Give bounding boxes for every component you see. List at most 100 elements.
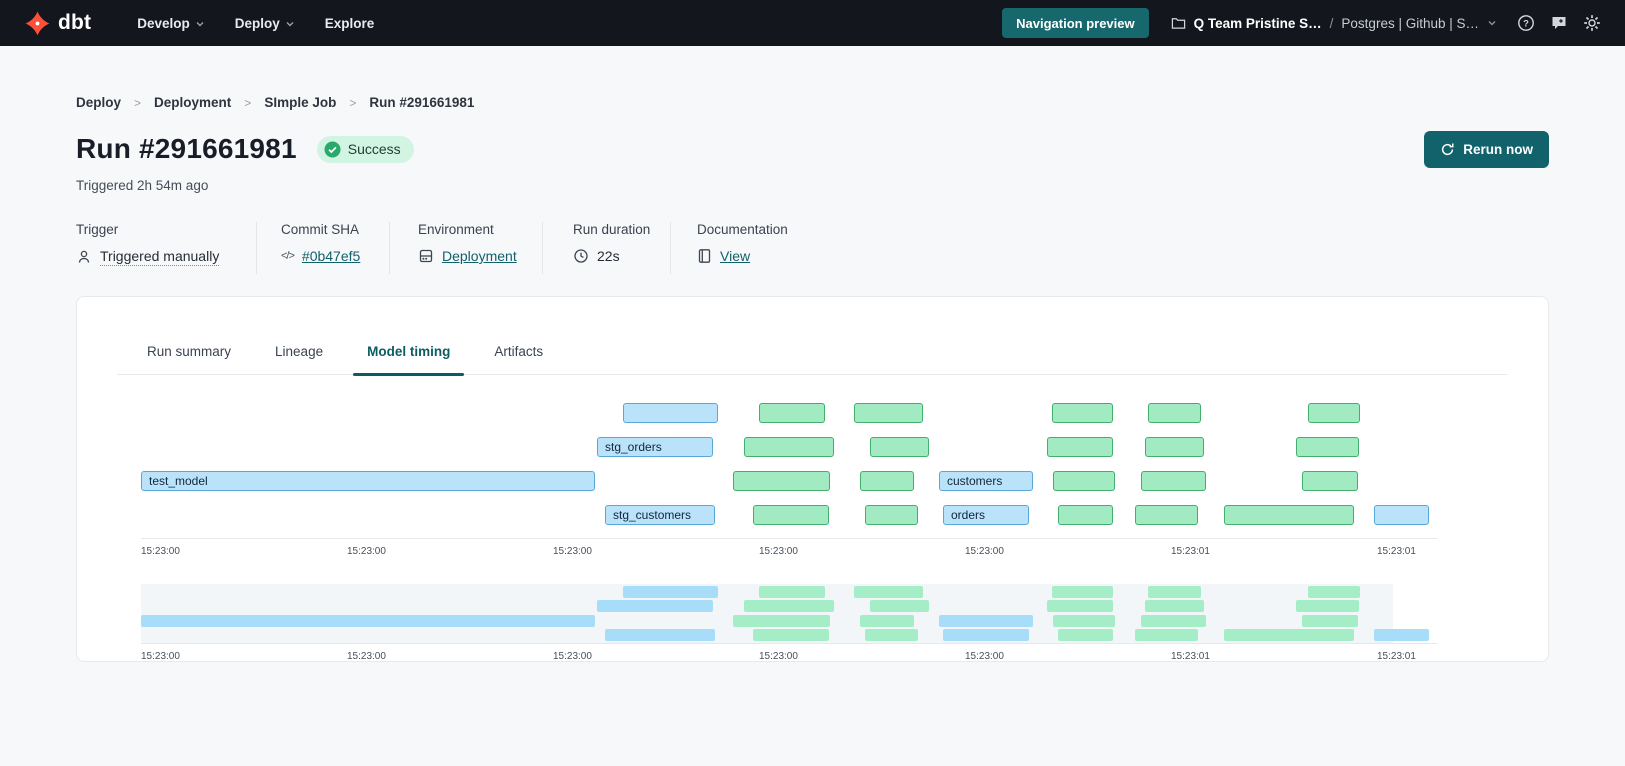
rerun-now-button[interactable]: Rerun now bbox=[1424, 130, 1549, 168]
breadcrumb: Deploy > Deployment > SImple Job > Run #… bbox=[76, 94, 1549, 111]
minimap-bar bbox=[141, 615, 595, 627]
documentation-view-link[interactable]: View bbox=[720, 248, 751, 264]
run-duration-value: 22s bbox=[597, 248, 620, 264]
minimap-bar bbox=[1296, 600, 1359, 612]
gantt-bar[interactable] bbox=[865, 505, 918, 525]
gantt-bar[interactable] bbox=[1145, 437, 1204, 457]
gantt-bar[interactable] bbox=[1308, 403, 1360, 423]
breadcrumb-deploy[interactable]: Deploy bbox=[76, 95, 122, 110]
minimap-bar bbox=[854, 586, 923, 598]
axis-tick-label: 15:23:00 bbox=[759, 546, 798, 557]
minimap-bar bbox=[759, 586, 825, 598]
gantt-bar-test_model[interactable]: test_model bbox=[141, 471, 595, 491]
folder-icon bbox=[1171, 18, 1185, 29]
gantt-bar[interactable] bbox=[623, 403, 718, 423]
model-timing-chart: stg_orders test_model customers stg_custome… bbox=[141, 375, 1437, 663]
minimap-bar bbox=[1047, 600, 1113, 612]
tab-artifacts[interactable]: Artifacts bbox=[494, 344, 544, 359]
breadcrumb-separator: > bbox=[134, 95, 142, 110]
nav-develop[interactable]: Develop bbox=[137, 16, 205, 31]
gantt-bar[interactable] bbox=[1047, 437, 1113, 457]
gantt-bar[interactable] bbox=[1148, 403, 1201, 423]
environment-link[interactable]: Deployment bbox=[442, 248, 517, 264]
dbt-logo-icon bbox=[24, 10, 51, 37]
breadcrumb-job[interactable]: SImple Job bbox=[264, 95, 337, 110]
time-axis-line bbox=[141, 643, 1437, 644]
chevron-down-icon bbox=[196, 21, 204, 26]
meta-environment-label: Environment bbox=[418, 222, 494, 237]
minimap-bar bbox=[733, 615, 830, 627]
commit-sha-link[interactable]: #0b47ef5 bbox=[301, 248, 361, 264]
account-separator: / bbox=[1329, 15, 1334, 31]
meta-documentation: Documentation View bbox=[670, 222, 788, 274]
account-name: Q Team Pristine S… bbox=[1193, 15, 1322, 31]
environment-selector-label: Postgres | Github | S… bbox=[1341, 15, 1479, 31]
minimap-bar bbox=[1308, 586, 1360, 598]
meta-trigger-label: Trigger bbox=[76, 222, 119, 237]
feedback-icon[interactable] bbox=[1550, 14, 1568, 32]
minimap-bar bbox=[605, 629, 715, 641]
gantt-bar-customers[interactable]: customers bbox=[939, 471, 1033, 491]
gantt-bar[interactable] bbox=[1224, 505, 1354, 525]
help-icon[interactable]: ? bbox=[1517, 14, 1535, 32]
triggered-ago-text: Triggered 2h 54m ago bbox=[76, 178, 209, 193]
axis-tick-label: 15:23:00 bbox=[347, 651, 386, 662]
axis-tick-label: 15:23:01 bbox=[1171, 651, 1210, 662]
minimap-bar bbox=[860, 615, 914, 627]
tab-bar: Run summary Lineage Model timing Artifac… bbox=[117, 297, 1508, 376]
gantt-bar[interactable] bbox=[759, 403, 825, 423]
breadcrumb-deployment[interactable]: Deployment bbox=[154, 95, 232, 110]
gantt-bar[interactable] bbox=[1135, 505, 1198, 525]
chevron-down-icon bbox=[1488, 21, 1496, 26]
gantt-bar-stg_orders[interactable]: stg_orders bbox=[597, 437, 713, 457]
axis-tick-label: 15:23:00 bbox=[141, 546, 180, 557]
meta-duration-label: Run duration bbox=[573, 222, 651, 237]
gantt-bar-orders[interactable]: orders bbox=[943, 505, 1029, 525]
gantt-bar[interactable] bbox=[1296, 437, 1359, 457]
svg-text:?: ? bbox=[1523, 18, 1529, 29]
gantt-bar[interactable] bbox=[854, 403, 923, 423]
axis-tick-label: 15:23:01 bbox=[1377, 546, 1416, 557]
settings-gear-icon[interactable] bbox=[1583, 14, 1601, 32]
axis-tick-label: 15:23:00 bbox=[553, 546, 592, 557]
clock-icon bbox=[574, 249, 588, 263]
axis-tick-label: 15:23:00 bbox=[553, 651, 592, 662]
minimap-bar bbox=[939, 615, 1033, 627]
breadcrumb-current-run: Run #291661981 bbox=[369, 95, 475, 110]
tab-model-timing[interactable]: Model timing bbox=[353, 344, 465, 376]
axis-tick-label: 15:23:00 bbox=[965, 546, 1004, 557]
account-project-selector[interactable]: Q Team Pristine S… / Postgres | Github |… bbox=[1171, 16, 1497, 31]
status-badge: Success bbox=[316, 135, 414, 163]
document-icon bbox=[698, 249, 711, 263]
gantt-bar[interactable] bbox=[1058, 505, 1113, 525]
gantt-bar[interactable] bbox=[1374, 505, 1429, 525]
minimap-bar bbox=[1053, 615, 1115, 627]
meta-trigger: Trigger Triggered manually bbox=[76, 222, 256, 274]
gantt-bar[interactable] bbox=[860, 471, 914, 491]
gantt-bar-stg_customers[interactable]: stg_customers bbox=[605, 505, 715, 525]
meta-trigger-value: Triggered manually bbox=[100, 248, 220, 266]
nav-deploy[interactable]: Deploy bbox=[235, 16, 295, 31]
minimap-bar bbox=[865, 629, 918, 641]
gantt-bar[interactable] bbox=[744, 437, 834, 457]
nav-explore[interactable]: Explore bbox=[324, 15, 375, 31]
gantt-bar[interactable] bbox=[870, 437, 929, 457]
gantt-bar[interactable] bbox=[733, 471, 830, 491]
gantt-bar[interactable] bbox=[753, 505, 829, 525]
minimap-bar bbox=[597, 600, 713, 612]
tab-run-summary[interactable]: Run summary bbox=[147, 344, 232, 359]
gantt-bar[interactable] bbox=[1053, 471, 1115, 491]
axis-tick-label: 15:23:00 bbox=[965, 651, 1004, 662]
minimap-bar bbox=[1141, 615, 1206, 627]
gantt-bar[interactable] bbox=[1141, 471, 1206, 491]
minimap-bar bbox=[1148, 586, 1201, 598]
navigation-preview-button[interactable]: Navigation preview bbox=[1002, 8, 1149, 38]
meta-commit-label: Commit SHA bbox=[281, 222, 360, 237]
minimap-bar bbox=[870, 600, 929, 612]
dbt-logo[interactable]: dbt bbox=[24, 10, 91, 37]
tab-lineage[interactable]: Lineage bbox=[275, 344, 324, 359]
run-detail-card: Run summary Lineage Model timing Artifac… bbox=[76, 296, 1549, 662]
gantt-bar[interactable] bbox=[1052, 403, 1113, 423]
meta-run-duration: Run duration 22s bbox=[542, 222, 670, 274]
gantt-bar[interactable] bbox=[1302, 471, 1358, 491]
